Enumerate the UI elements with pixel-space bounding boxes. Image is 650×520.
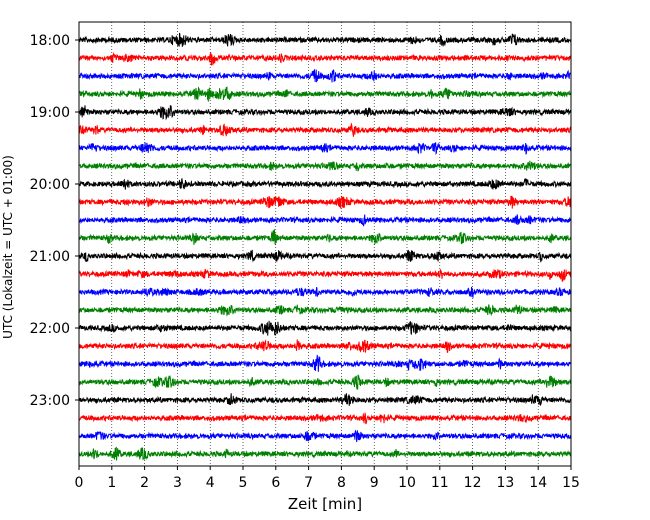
y-tick-label-2300: 23:00 <box>30 393 70 409</box>
trace-1945 <box>78 160 572 172</box>
trace-layer <box>78 32 572 461</box>
y-tick-label-2000: 20:00 <box>30 177 70 193</box>
x-tick-label-13: 13 <box>496 475 514 491</box>
trace-2000 <box>78 178 572 190</box>
y-axis-ticks: 18:00 19:00 20:00 21:00 22:00 23:00 <box>30 33 79 409</box>
x-tick-label-1: 1 <box>107 475 116 491</box>
y-tick-label-1800: 18:00 <box>30 33 70 49</box>
trace-2130 <box>78 286 572 299</box>
plot-frame <box>78 21 572 467</box>
x-tick-label-10: 10 <box>398 475 416 491</box>
trace-2200 <box>78 320 572 336</box>
trace-2300 <box>78 393 572 407</box>
x-axis-ticks: 0 1 2 3 4 5 6 7 8 9 10 11 12 13 14 15 <box>75 466 580 491</box>
trace-2100 <box>78 249 572 263</box>
x-tick-label-8: 8 <box>337 475 346 491</box>
x-axis-label: Zeit [min] <box>288 495 362 513</box>
x-tick-label-12: 12 <box>464 475 482 491</box>
trace-2045 <box>78 229 572 245</box>
x-tick-label-3: 3 <box>173 475 182 491</box>
y-axis-label: UTC (Lokalzeit = UTC + 01:00) <box>1 155 15 339</box>
trace-2030 <box>78 214 572 227</box>
trace-2345 <box>78 446 572 461</box>
trace-2215 <box>78 339 572 354</box>
trace-1800 <box>78 32 572 47</box>
trace-2330 <box>78 429 572 443</box>
x-tick-label-14: 14 <box>529 475 547 491</box>
trace-1915 <box>78 122 572 137</box>
y-tick-label-2200: 22:00 <box>30 321 70 337</box>
y-tick-label-2100: 21:00 <box>30 249 70 265</box>
trace-2145 <box>78 304 572 317</box>
trace-2115 <box>78 268 572 282</box>
x-tick-label-6: 6 <box>271 475 280 491</box>
trace-1830 <box>78 68 572 83</box>
x-tick-label-5: 5 <box>239 475 248 491</box>
trace-1930 <box>78 142 572 156</box>
trace-2015 <box>78 195 572 210</box>
x-tick-label-15: 15 <box>562 475 580 491</box>
grid-lines <box>111 22 539 466</box>
x-tick-label-0: 0 <box>75 475 84 491</box>
x-tick-label-11: 11 <box>431 475 449 491</box>
x-tick-label-9: 9 <box>370 475 379 491</box>
trace-2245 <box>78 374 572 390</box>
trace-2230 <box>78 354 572 372</box>
y-tick-label-1900: 19:00 <box>30 105 70 121</box>
trace-1900 <box>78 105 572 121</box>
x-tick-label-4: 4 <box>206 475 215 491</box>
trace-1815 <box>78 51 572 66</box>
trace-2315 <box>78 412 572 425</box>
trace-1845 <box>78 86 572 102</box>
x-tick-label-2: 2 <box>140 475 149 491</box>
x-tick-label-7: 7 <box>304 475 313 491</box>
